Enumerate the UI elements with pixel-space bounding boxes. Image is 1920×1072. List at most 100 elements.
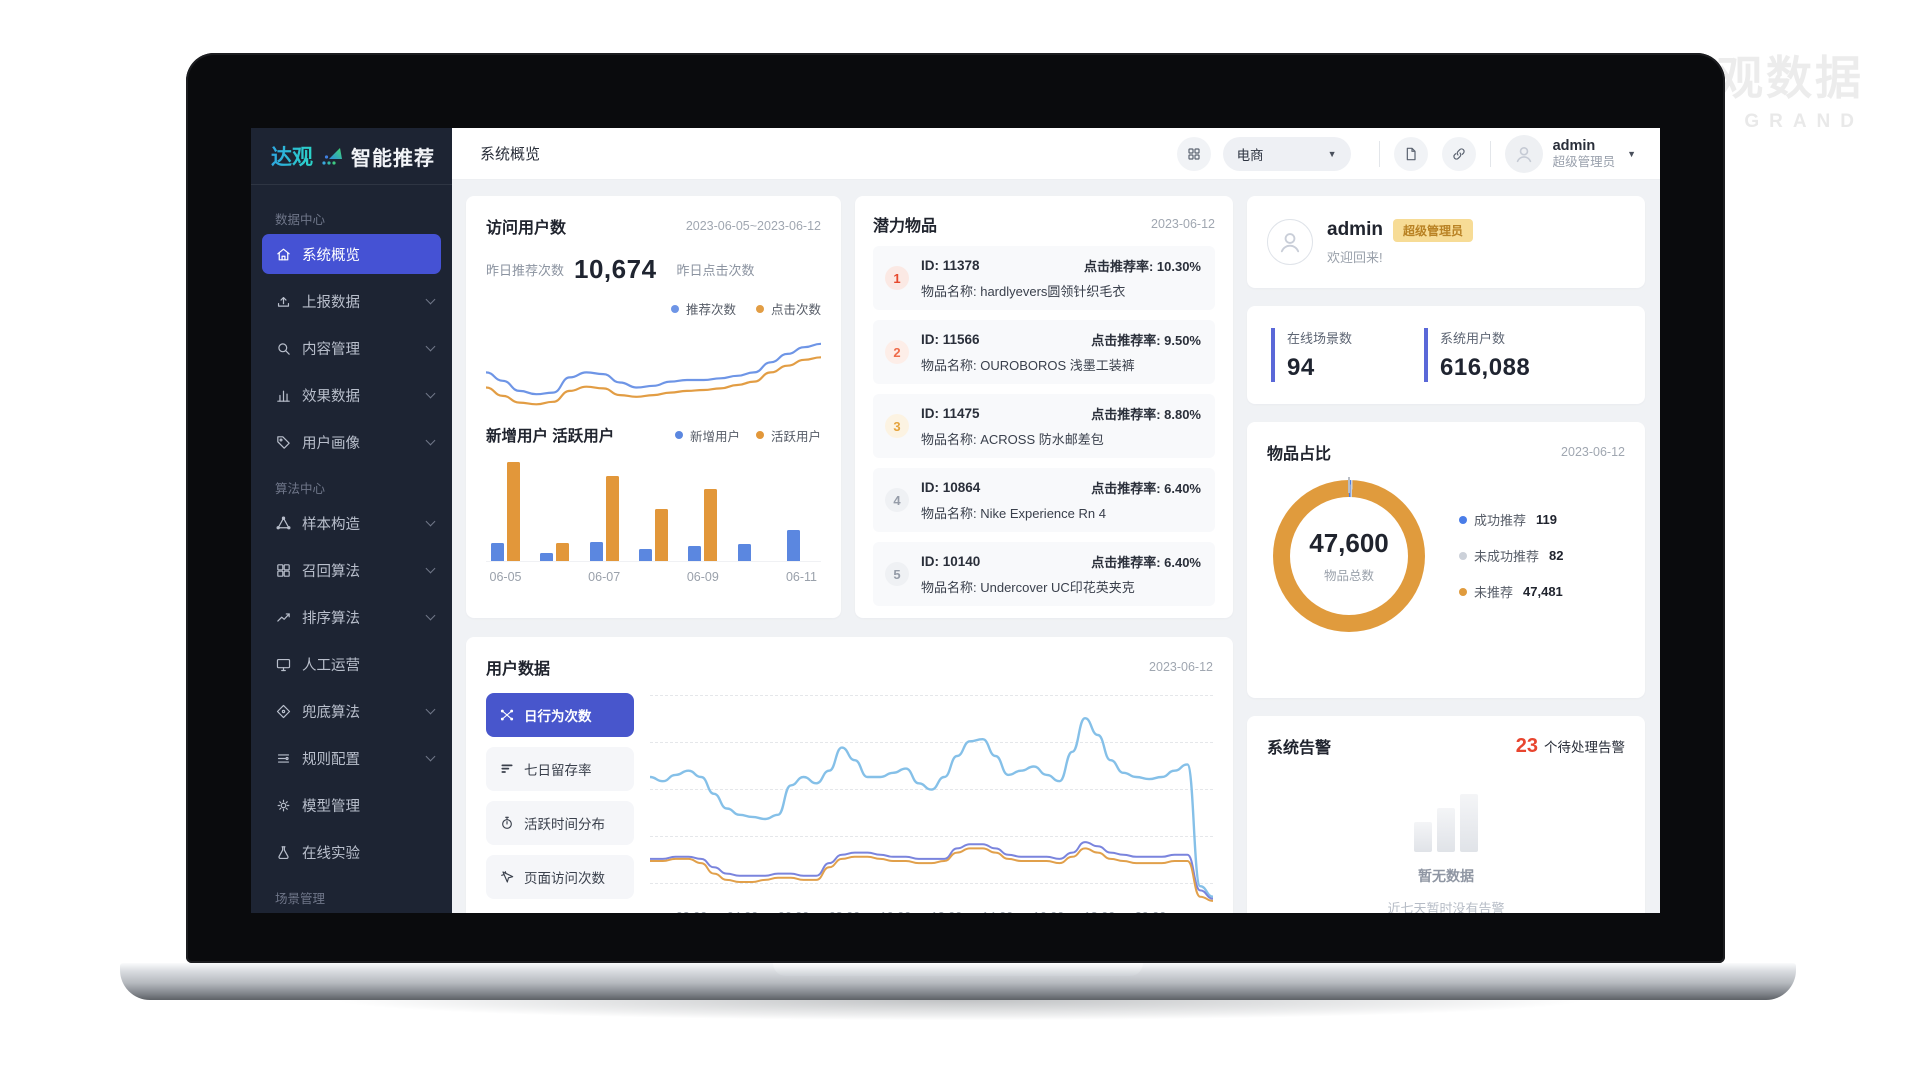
sidebar-item-label: 排序算法 [302,611,360,627]
document-icon [1406,147,1416,160]
stat-value: 10,674 [574,254,657,284]
bar-group [737,462,767,561]
visits-date-range: 2023-06-05~2023-06-12 [685,219,821,233]
userdata-chart: 02:0004:0006:0008:0010:0012:0014:0016:00… [650,693,1213,913]
item-name: 物品名称: OUROBOROS 浅墨工装裤 [921,358,1135,373]
alerts-count: 23 [1515,734,1538,757]
bar [540,553,554,561]
item-id: ID: 10864 [921,480,981,495]
potential-item-row[interactable]: 5 ID: 10140 点击推荐率: 6.40% 物品名称: Undercove… [873,542,1215,606]
user-avatar[interactable] [1504,134,1543,173]
sidebar-item[interactable]: 排序算法 [251,594,452,641]
time-label: 18:00 [1074,910,1125,913]
laptop-base-notch [773,963,1143,976]
stat-block: 系统用户数 616,088 [1424,328,1530,382]
sidebar-item[interactable]: 召回算法 [251,547,452,594]
divider [1378,140,1380,167]
sidebar-item[interactable]: 在线实验 [251,829,452,876]
time-label: 08:00 [819,910,870,913]
account-card: admin 超级管理员 欢迎回来! [1247,196,1645,288]
sidebar-item[interactable]: 模型管理 [251,782,452,829]
screen: 达观 智能推荐 数据中心 系统概览 上报数据 内容管理 效果数据 用户画像 算法中心 样本构造… [251,128,1660,913]
donut-total-value: 47,600 [1309,528,1389,558]
legend-item: 未成功推荐 82 [1459,546,1563,565]
axis-label [738,570,767,584]
legend-item: 点击次数 [755,299,821,318]
chevron-down-icon [425,388,436,399]
axis-label [540,570,569,584]
sidebar: 达观 智能推荐 数据中心 系统概览 上报数据 内容管理 效果数据 用户画像 算法中心 样本构造… [251,128,452,913]
rules-icon [277,754,290,763]
potential-item-row[interactable]: 3 ID: 11475 点击推荐率: 8.80% 物品名称: ACROSS 防水… [873,394,1215,458]
sidebar-item[interactable]: 样本构造 [251,500,452,547]
sidebar-section-label: 场景管理 [275,892,326,906]
item-id: ID: 10140 [921,554,981,569]
tab-timer[interactable]: 活跃时间分布 [486,801,634,845]
potential-item-row[interactable]: 4 ID: 10864 点击推荐率: 6.40% 物品名称: Nike Expe… [873,468,1215,532]
chevron-down-icon [425,704,436,715]
user-name: admin [1552,137,1596,154]
tab-pageview[interactable]: 页面访问次数 [486,855,634,899]
legend-dot [1459,551,1467,560]
sidebar-item-label: 兜底算法 [302,705,360,721]
monitor-icon [276,658,291,672]
tab-label: 活跃时间分布 [524,817,605,832]
legend-dot [670,304,679,313]
retention-icon [501,764,513,773]
sidebar-item[interactable]: 兜底算法 [251,688,452,735]
sidebar-item[interactable]: 人工运营 [251,641,452,688]
potential-item-row[interactable]: 1 ID: 11378 点击推荐率: 10.30% 物品名称: hardlyev… [873,246,1215,310]
axis-label [639,570,668,584]
tab-label: 七日留存率 [524,763,592,778]
empty-description: 近七天暂时没有告警 [1387,901,1505,913]
person-icon [1516,146,1531,162]
bar-group [688,462,718,561]
account-avatar[interactable] [1267,219,1313,265]
userdata-tabs: 日行为次数 七日留存率 活跃时间分布 页面访问次数 [486,693,634,913]
legend-label: 推荐次数 [685,303,736,317]
laptop-frame: 达观 智能推荐 数据中心 系统概览 上报数据 内容管理 效果数据 用户画像 算法中心 样本构造… [186,53,1725,963]
user-info[interactable]: admin 超级管理员 [1553,137,1616,171]
chevron-down-icon [425,341,436,352]
sidebar-item[interactable]: 效果数据 [251,372,452,419]
behavior-icon [500,709,514,721]
time-label: 10:00 [870,910,921,913]
legend-label: 未推荐 [1474,585,1514,600]
bar-group [589,462,619,561]
potential-item-row[interactable]: 2 ID: 11566 点击推荐率: 9.50% 物品名称: OUROBOROS… [873,320,1215,384]
tab-label: 页面访问次数 [524,871,605,886]
tab-behavior[interactable]: 日行为次数 [486,693,634,737]
sidebar-item[interactable]: 规则配置 [251,735,452,782]
link-icon [1452,147,1465,160]
sidebar-item-label: 上报数据 [302,295,360,311]
item-name: 物品名称: Nike Experience Rn 4 [921,506,1106,521]
sidebar-item[interactable]: 上报数据 [251,278,452,325]
main-area: 系统概览 电商 ▼ [452,128,1660,913]
chevron-down-icon[interactable]: ▼ [1627,148,1636,159]
legend-label: 活跃用户 [770,429,821,444]
potential-title: 潜力物品 [873,218,938,235]
rank-badge: 3 [885,414,909,438]
document-button[interactable] [1393,136,1428,171]
potential-list: 1 ID: 11378 点击推荐率: 10.30% 物品名称: hardlyev… [873,246,1215,606]
share-title: 物品占比 [1267,446,1332,463]
sidebar-item[interactable]: 系统概览 [262,234,441,274]
legend-item: 新增用户 [674,426,740,445]
sidebar-item[interactable]: 用户画像 [251,419,452,466]
donut-total-label: 物品总数 [1323,569,1374,583]
time-label: 06:00 [768,910,819,913]
sidebar-item[interactable]: 内容管理 [251,325,452,372]
tab-retention[interactable]: 七日留存率 [486,747,634,791]
userdata-title: 用户数据 [486,661,551,678]
welcome-text: 欢迎回来! [1327,249,1383,265]
timer-icon [502,816,512,829]
bars-legend: 新增用户 活跃用户 [674,426,821,445]
apps-grid-button[interactable] [1176,136,1211,171]
tag-icon [277,436,290,449]
scene-selector-dropdown[interactable]: 电商 ▼ [1222,136,1351,171]
link-button[interactable] [1441,136,1476,171]
bar-axis-labels: 06-05 06-07 06-09 06-11 [486,570,821,584]
userdata-date: 2023-06-12 [1149,660,1213,674]
item-id: ID: 11475 [921,406,980,421]
stat-value: 94 [1287,354,1315,381]
